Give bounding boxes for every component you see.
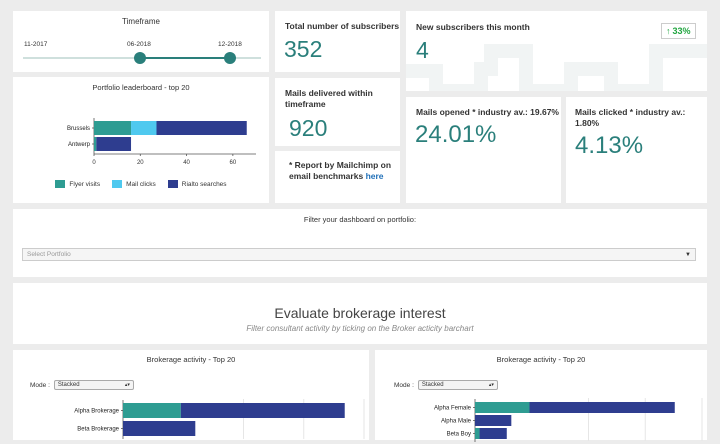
- evaluate-subtitle: Filter consultant activity by ticking on…: [246, 324, 474, 333]
- brokerage-left-mode: Mode : Stacked ▴▾: [30, 380, 134, 390]
- brokerage-right-chart[interactable]: Alpha Female Alpha Male Beta Boy: [375, 394, 707, 444]
- caret-down-icon: ▼: [685, 251, 691, 258]
- brokerage-left-chart[interactable]: Alpha Brokerage Beta Brokerage: [13, 394, 369, 444]
- mails-delivered-label: Mails delivered within timeframe: [285, 88, 373, 109]
- bar-segment[interactable]: [96, 137, 132, 151]
- mails-clicked-value: 4.13%: [575, 132, 644, 159]
- mails-delivered-value: 920: [289, 115, 328, 141]
- mails-opened-label: Mails opened * industry av.: 19.67%: [416, 107, 559, 117]
- bar-segment[interactable]: [529, 402, 675, 413]
- new-subscribers-label: New subscribers this month: [416, 22, 530, 32]
- brokerage-left-title: Brokerage activity - Top 20: [146, 355, 236, 364]
- bar-segment[interactable]: [475, 402, 530, 413]
- filter-label: Filter your dashboard on portfolio:: [303, 215, 417, 224]
- report-note-card: * Report by Mailchimp on email benchmark…: [275, 151, 400, 203]
- mails-clicked-card: Mails clicked * industry av.: 1.80% 4.13…: [566, 97, 707, 203]
- brokerage-right-mode: Mode : Stacked ▴▾: [394, 380, 498, 390]
- evaluate-title: Evaluate brokerage interest: [274, 305, 446, 321]
- arrow-up-icon: ↑: [666, 26, 671, 36]
- bar-segment[interactable]: [180, 403, 345, 418]
- bar-segment[interactable]: [123, 403, 181, 418]
- mails-opened-card: Mails opened * industry av.: 19.67% 24.0…: [406, 97, 561, 203]
- leaderboard-card: Portfolio leaderboard - top 20 Brussels A…: [13, 77, 269, 203]
- leaderboard-legend: Flyer visits Mail clicks Rialto searches: [13, 180, 269, 188]
- legend-mail-clicks[interactable]: Mail clicks: [112, 180, 156, 188]
- brokerage-right-title: Brokerage activity - Top 20: [496, 355, 586, 364]
- mails-clicked-label: Mails clicked * industry av.: 1.80%: [575, 107, 686, 128]
- x-tick-label: 0: [92, 160, 96, 166]
- timeframe-slider-range: [140, 57, 230, 59]
- bar-segment[interactable]: [479, 428, 507, 439]
- category-label[interactable]: Antwerp: [68, 142, 91, 148]
- timeframe-card: Timeframe 11-2017 06-2018 12-2018: [13, 11, 269, 72]
- x-tick-label: 40: [183, 160, 190, 166]
- total-subscribers-card: Total number of subscribers 352: [275, 11, 400, 72]
- timeframe-tick-mid: 06-2018: [127, 41, 151, 48]
- filter-card: Filter your dashboard on portfolio: Sele…: [13, 209, 707, 277]
- category-label[interactable]: Alpha Male: [441, 419, 472, 425]
- brokerage-right-mode-select[interactable]: Stacked ▴▾: [417, 380, 498, 390]
- category-label[interactable]: Beta Brokerage: [77, 427, 119, 433]
- x-tick-label: 20: [137, 160, 144, 166]
- total-subscribers-label: Total number of subscribers: [285, 21, 400, 31]
- portfolio-select[interactable]: Select Portfolio ▼: [22, 248, 696, 261]
- bar-segment[interactable]: [131, 121, 157, 135]
- category-label[interactable]: Brussels: [67, 126, 90, 132]
- leaderboard-chart[interactable]: Brussels Antwerp 0 20 40 60: [13, 113, 269, 203]
- report-note: * Report by Mailchimp on email benchmark…: [289, 160, 394, 182]
- timeframe-tick-end: 12-2018: [218, 41, 242, 48]
- category-label[interactable]: Alpha Brokerage: [74, 409, 119, 415]
- new-subscribers-sparkline: [406, 44, 707, 91]
- leaderboard-title: Portfolio leaderboard - top 20: [92, 83, 190, 92]
- brokerage-right-card: Brokerage activity - Top 20 Mode : Stack…: [375, 350, 707, 442]
- timeframe-tick-start: 11-2017: [24, 41, 48, 48]
- bar-segment[interactable]: [475, 415, 512, 426]
- portfolio-select-placeholder: Select Portfolio: [27, 251, 71, 258]
- timeframe-slider-handle-start[interactable]: [134, 52, 146, 64]
- legend-rialto-searches[interactable]: Rialto searches: [167, 180, 227, 188]
- category-label[interactable]: Alpha Female: [434, 406, 472, 412]
- brokerage-right-mode-label: Mode :: [394, 381, 414, 389]
- evaluate-card: Evaluate brokerage interest Filter consu…: [13, 283, 707, 344]
- bar-segment[interactable]: [94, 121, 132, 135]
- bar-segment[interactable]: [94, 137, 97, 151]
- bar-segment[interactable]: [123, 421, 196, 436]
- new-subscribers-badge: ↑ 33%: [661, 23, 696, 39]
- select-arrows-icon: ▴▾: [488, 382, 494, 388]
- select-arrows-icon: ▴▾: [124, 382, 130, 388]
- mails-delivered-card: Mails delivered within timeframe 920: [275, 78, 400, 146]
- new-subscribers-value: 4: [416, 37, 429, 63]
- timeframe-slider-handle-end[interactable]: [224, 52, 236, 64]
- total-subscribers-value: 352: [284, 36, 323, 62]
- mails-opened-value: 24.01%: [415, 121, 497, 148]
- new-subscribers-card: New subscribers this month 4 ↑ 33%: [406, 11, 707, 91]
- report-note-link[interactable]: here: [365, 171, 384, 181]
- timeframe-title: Timeframe: [122, 17, 160, 26]
- brokerage-left-mode-select[interactable]: Stacked ▴▾: [53, 380, 134, 390]
- legend-flyer-visits[interactable]: Flyer visits: [55, 180, 100, 188]
- brokerage-left-mode-label: Mode :: [30, 381, 50, 389]
- x-tick-label: 60: [230, 160, 237, 166]
- report-note-text: * Report by Mailchimp on email benchmark…: [289, 160, 392, 181]
- bar-segment[interactable]: [475, 428, 480, 439]
- brokerage-left-card: Brokerage activity - Top 20 Mode : Stack…: [13, 350, 369, 440]
- bar-segment[interactable]: [156, 121, 247, 135]
- category-label[interactable]: Beta Boy: [447, 432, 471, 438]
